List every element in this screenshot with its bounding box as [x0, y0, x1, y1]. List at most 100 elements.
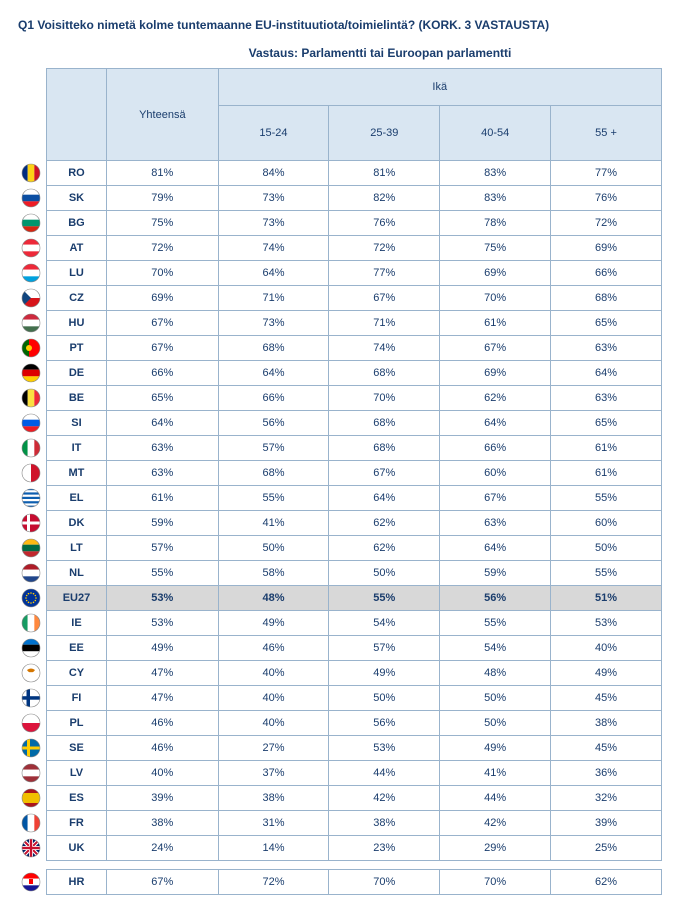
- col-group-age: Ikä: [218, 69, 661, 106]
- total-value: 40%: [107, 761, 218, 786]
- country-code: EE: [46, 636, 106, 661]
- country-code: NL: [46, 561, 106, 586]
- age-value: 54%: [440, 636, 551, 661]
- flag-icon: [18, 586, 46, 611]
- flag-icon: [18, 436, 46, 461]
- age-value: 14%: [218, 836, 329, 861]
- age-value: 38%: [218, 786, 329, 811]
- age-value: 49%: [440, 736, 551, 761]
- age-value: 38%: [551, 711, 662, 736]
- age-value: 70%: [440, 286, 551, 311]
- age-value: 50%: [440, 711, 551, 736]
- total-value: 61%: [107, 486, 218, 511]
- flag-icon: [18, 411, 46, 436]
- country-code: FI: [46, 686, 106, 711]
- country-code: IE: [46, 611, 106, 636]
- age-value: 69%: [440, 261, 551, 286]
- age-value: 37%: [218, 761, 329, 786]
- age-value: 65%: [551, 311, 662, 336]
- col-25-39: 25-39: [329, 106, 440, 161]
- table-row: SI64%56%68%64%65%: [18, 411, 662, 436]
- total-value: 47%: [107, 661, 218, 686]
- total-value: 39%: [107, 786, 218, 811]
- age-value: 74%: [329, 336, 440, 361]
- total-value: 53%: [107, 586, 218, 611]
- total-value: 67%: [107, 336, 218, 361]
- country-code: SE: [46, 736, 106, 761]
- flag-icon: [18, 836, 46, 861]
- age-value: 77%: [551, 161, 662, 186]
- flag-icon: [18, 786, 46, 811]
- total-value: 81%: [107, 161, 218, 186]
- country-code: MT: [46, 461, 106, 486]
- table-row: CY47%40%49%48%49%: [18, 661, 662, 686]
- flag-icon: [18, 486, 46, 511]
- country-code: IT: [46, 436, 106, 461]
- age-value: 48%: [440, 661, 551, 686]
- age-value: 50%: [551, 536, 662, 561]
- age-value: 56%: [329, 711, 440, 736]
- age-value: 72%: [329, 236, 440, 261]
- age-value: 53%: [329, 736, 440, 761]
- age-value: 66%: [551, 261, 662, 286]
- total-value: 69%: [107, 286, 218, 311]
- country-code: HR: [46, 870, 106, 895]
- age-value: 55%: [551, 486, 662, 511]
- total-value: 75%: [107, 211, 218, 236]
- age-value: 75%: [440, 236, 551, 261]
- age-value: 54%: [329, 611, 440, 636]
- question-title: Q1 Voisitteko nimetä kolme tuntemaanne E…: [18, 18, 662, 32]
- age-value: 64%: [551, 361, 662, 386]
- table-row: IE53%49%54%55%53%: [18, 611, 662, 636]
- age-value: 44%: [440, 786, 551, 811]
- total-value: 49%: [107, 636, 218, 661]
- flag-icon: [18, 461, 46, 486]
- total-value: 67%: [107, 870, 218, 895]
- table-row: RO81%84%81%83%77%: [18, 161, 662, 186]
- age-value: 38%: [329, 811, 440, 836]
- country-code: EU27: [46, 586, 106, 611]
- total-value: 72%: [107, 236, 218, 261]
- table-row: HU67%73%71%61%65%: [18, 311, 662, 336]
- age-value: 65%: [551, 411, 662, 436]
- age-value: 82%: [329, 186, 440, 211]
- age-value: 67%: [329, 461, 440, 486]
- table-row: UK24%14%23%29%25%: [18, 836, 662, 861]
- country-code: RO: [46, 161, 106, 186]
- age-value: 68%: [218, 336, 329, 361]
- age-value: 42%: [329, 786, 440, 811]
- total-value: 47%: [107, 686, 218, 711]
- age-value: 67%: [440, 486, 551, 511]
- age-value: 45%: [551, 736, 662, 761]
- age-value: 76%: [329, 211, 440, 236]
- age-value: 63%: [440, 511, 551, 536]
- country-code: EL: [46, 486, 106, 511]
- flag-icon: [18, 561, 46, 586]
- age-value: 56%: [218, 411, 329, 436]
- age-value: 36%: [551, 761, 662, 786]
- age-value: 74%: [218, 236, 329, 261]
- flag-icon: [18, 511, 46, 536]
- flag-icon: [18, 336, 46, 361]
- age-value: 62%: [329, 511, 440, 536]
- flag-icon: [18, 236, 46, 261]
- total-value: 59%: [107, 511, 218, 536]
- age-value: 60%: [440, 461, 551, 486]
- age-value: 64%: [218, 361, 329, 386]
- flag-icon: [18, 870, 46, 895]
- age-value: 66%: [440, 436, 551, 461]
- age-value: 55%: [551, 561, 662, 586]
- age-value: 68%: [218, 461, 329, 486]
- total-value: 57%: [107, 536, 218, 561]
- age-value: 62%: [551, 870, 662, 895]
- age-value: 73%: [218, 311, 329, 336]
- age-value: 39%: [551, 811, 662, 836]
- flag-icon: [18, 261, 46, 286]
- flag-icon: [18, 661, 46, 686]
- age-value: 23%: [329, 836, 440, 861]
- flag-icon: [18, 536, 46, 561]
- age-value: 83%: [440, 161, 551, 186]
- total-value: 63%: [107, 436, 218, 461]
- table-row: EU2753%48%55%56%51%: [18, 586, 662, 611]
- age-value: 69%: [551, 236, 662, 261]
